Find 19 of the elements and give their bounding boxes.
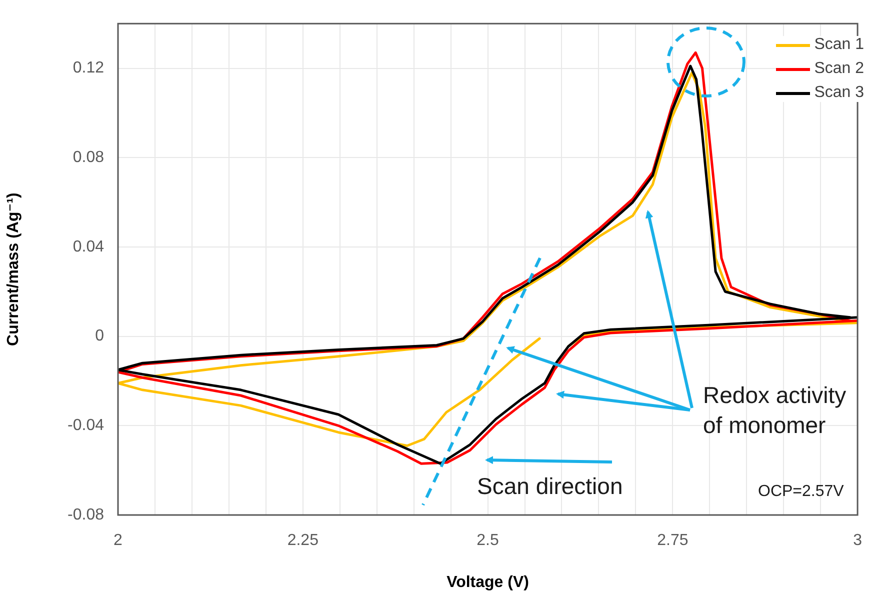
legend-label: Scan 2: [814, 60, 864, 78]
annotation: OCP=2.57V: [758, 482, 844, 502]
x-axis-title: Voltage (V): [446, 574, 529, 591]
y-axis-title: Current/mass (Ag⁻¹): [5, 192, 22, 346]
x-tick-label: 2.5: [476, 532, 499, 550]
x-tick-label: 3: [853, 532, 862, 550]
y-tick-label: -0.04: [68, 417, 104, 434]
y-tick-label: 0: [95, 328, 104, 345]
y-tick-label: -0.08: [68, 506, 104, 524]
y-tick-label: 0.08: [72, 149, 104, 166]
annotation: Redox activity of monomer: [703, 381, 846, 440]
x-tick-label: 2: [114, 532, 123, 550]
x-tick-label: 2.75: [657, 532, 688, 550]
y-tick-label: 0.12: [72, 60, 104, 77]
legend-label: Scan 1: [814, 36, 864, 54]
y-tick-label: 0.04: [72, 238, 104, 256]
legend-label: Scan 3: [814, 84, 864, 102]
x-tick-label: 2.25: [287, 532, 319, 550]
annotation: Scan direction: [477, 472, 623, 501]
